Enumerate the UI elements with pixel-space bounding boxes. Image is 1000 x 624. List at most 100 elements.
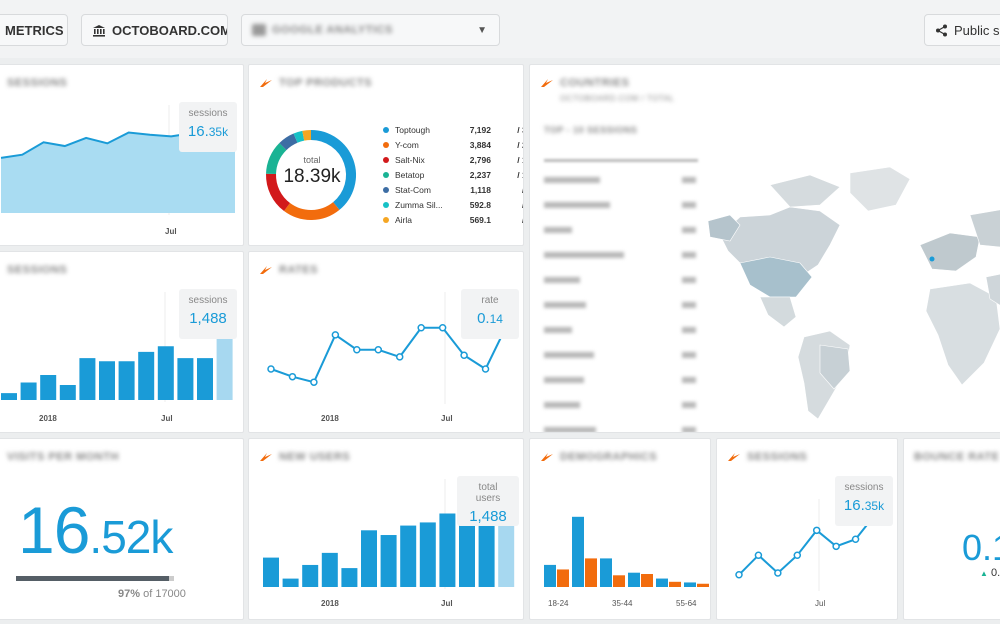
data-point: [267, 365, 275, 373]
map-region-usa: [739, 256, 813, 298]
legend-dot: [383, 156, 389, 163]
bar: [177, 358, 194, 400]
widget-title: VISITS PER MONTH: [7, 451, 119, 463]
data-point: [735, 571, 743, 579]
country-list-row: [542, 275, 702, 287]
country-name-blurred: [544, 377, 584, 383]
legend-value: 7,192: [469, 124, 491, 135]
bar: [361, 530, 377, 587]
bar-18-24: [557, 569, 569, 587]
donut-slice-airla: [302, 130, 312, 141]
widget-title-text: VISITS PER MONTH: [7, 451, 119, 463]
stat-value: 16.35k: [187, 123, 229, 140]
country-list-row: [542, 200, 702, 212]
progress-caption: 97% of 17000: [118, 588, 186, 600]
world-map[interactable]: [530, 65, 1000, 433]
new-users-widget[interactable]: NEW USERS total users 1,488 2018 Jul: [248, 438, 524, 620]
legend-item[interactable]: Toptough 7,192 / 39%: [383, 122, 523, 137]
progress-of: of 17000: [143, 588, 186, 600]
country-value-blurred: [682, 427, 696, 432]
rate-widget[interactable]: RATES rate 0.14 2018 Jul: [248, 251, 524, 433]
widget-title-text: TOP PRODUCTS: [279, 77, 372, 89]
stat-label: sessions: [188, 295, 228, 306]
bar-18-24: [544, 564, 556, 587]
countries-widget[interactable]: COUNTRIES OCTOBOARD.COM / Total TOP - 10…: [529, 64, 1000, 433]
stat-value: 16.35k: [843, 497, 885, 514]
legend-name: Salt-Nix: [395, 154, 425, 165]
country-value-blurred: [682, 402, 696, 408]
data-point: [851, 535, 860, 543]
stat-int: 16.: [843, 497, 865, 514]
data-point: [832, 542, 840, 551]
metrics-button[interactable]: METRICS: [0, 14, 68, 46]
x-axis-label-jul: Jul: [161, 414, 173, 423]
legend-item[interactable]: Zumma Sil... 592.8/ 3%: [383, 197, 523, 212]
widget-title-text: BOUNCE RATE: [914, 451, 1000, 463]
bank-icon: [92, 24, 106, 37]
country-name-blurred: [544, 277, 580, 283]
country-value-blurred: [682, 352, 696, 358]
donut-total-value: 18.39k: [283, 166, 341, 187]
big-number-int: 16: [18, 493, 90, 567]
donut-slice-zumma-sil-: [293, 130, 305, 143]
legend-percent: / 12%: [517, 169, 523, 180]
top-products-widget[interactable]: TOP PRODUCTS total 18.39k Toptough 7,192 /…: [248, 64, 524, 246]
country-value-blurred: [682, 252, 696, 258]
x-axis-label-jul: Jul: [441, 599, 453, 608]
x-axis-label-jul: Jul: [441, 414, 453, 423]
data-point: [417, 324, 425, 332]
country-name-blurred: [544, 202, 610, 208]
legend-item[interactable]: Y-com 3,884 / 21%: [383, 137, 523, 152]
public-share-button[interactable]: Public sh: [924, 14, 1000, 46]
visits-per-month-widget[interactable]: VISITS PER MONTH: [0, 438, 244, 620]
bounce-rate-widget[interactable]: BOUNCE RATE 0.1 ▲ 0.: [903, 438, 1000, 620]
legend-item[interactable]: Stat-Com 1,118/ 6%: [383, 182, 523, 197]
change-value: 0.: [990, 567, 1000, 579]
octoboard-logo-icon: [260, 79, 272, 87]
bar-65+: [684, 582, 696, 587]
country-list-row: [542, 225, 702, 237]
bar-65+: [697, 583, 709, 587]
bar: [40, 375, 57, 400]
legend-item[interactable]: Betatop 2,237 / 12%: [383, 167, 523, 182]
bar: [419, 522, 436, 587]
bar: [263, 557, 279, 587]
stat-value: 1,488: [189, 310, 227, 327]
bounce-rate-value: 0.1: [962, 527, 1000, 568]
bar: [197, 358, 213, 400]
sessions-small-widget[interactable]: SESSIONS sessions 16.35k Jul: [716, 438, 898, 620]
bar: [138, 351, 155, 400]
account-dropdown[interactable]: OCTOBOARD.COM ▼: [81, 14, 228, 46]
widget-title-text: DEMOGRAPHICS: [560, 451, 658, 463]
country-list-row: [542, 325, 702, 337]
top-products-legend: Toptough 7,192 / 39% Y-com 3,884 / 21% Salt-Ni…: [383, 122, 523, 227]
country-name-blurred: [544, 327, 572, 333]
stat-int: 0.: [477, 310, 490, 327]
legend-item[interactable]: Salt-Nix 2,796 / 15%: [383, 152, 523, 167]
demographics-widget[interactable]: DEMOGRAPHICS 18-24 35-44 55-64: [529, 438, 711, 620]
data-point: [331, 331, 340, 339]
country-list-row: [542, 425, 702, 432]
widget-title-text: COUNTRIES: [560, 77, 630, 89]
country-list-row: [542, 350, 702, 362]
data-point: [754, 551, 763, 559]
sessions-bar-widget[interactable]: SESSIONS sessions 1,488 2018 Jul: [0, 251, 244, 433]
octoboard-logo-icon: [260, 266, 272, 274]
legend-percent: / 3%: [491, 215, 523, 225]
country-list-row: [542, 175, 702, 187]
legend-item[interactable]: Airla 569.1/ 3%: [383, 212, 523, 227]
datasource-dropdown[interactable]: GOOGLE ANALYTICS ▼: [241, 14, 500, 46]
stat-frac: 35k: [864, 499, 885, 513]
bar: [498, 508, 515, 587]
country-list-row: [542, 375, 702, 387]
legend-name: Toptough: [395, 124, 430, 135]
bar: [400, 525, 417, 587]
bar: [439, 513, 456, 587]
octoboard-logo-icon: [541, 79, 553, 87]
sessions-area-widget[interactable]: SESSIONS sessions 16.35k Jul: [0, 64, 244, 246]
bounce-rate-change: ▲ 0.: [980, 567, 1000, 579]
widget-title: DEMOGRAPHICS: [540, 451, 657, 463]
sessions-bar-chart: [1, 292, 233, 402]
demographics-bar-chart: [544, 516, 709, 587]
legend-dot: [383, 141, 389, 148]
